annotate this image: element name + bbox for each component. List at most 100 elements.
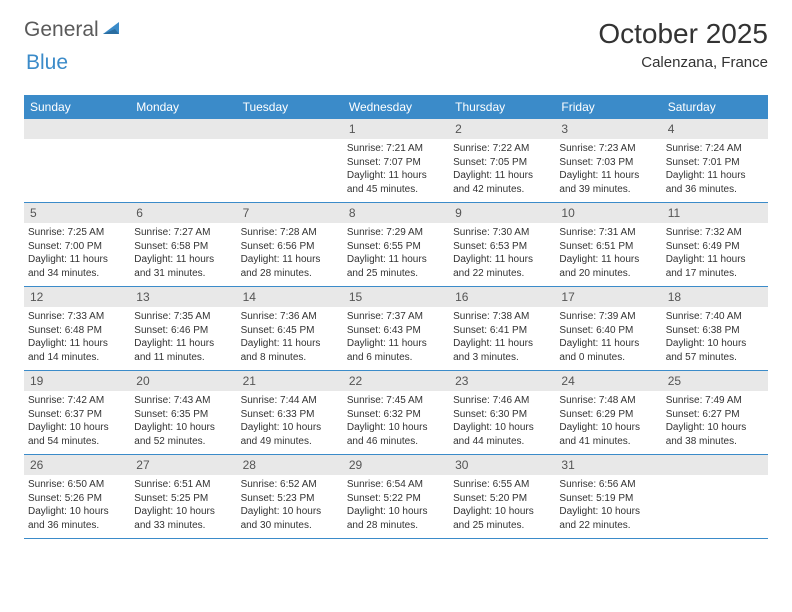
day-cell: 3Sunrise: 7:23 AMSunset: 7:03 PMDaylight…: [555, 119, 661, 202]
day-content: Sunrise: 7:44 AMSunset: 6:33 PMDaylight:…: [237, 391, 343, 454]
day-number: 18: [662, 287, 768, 307]
day-content: Sunrise: 7:33 AMSunset: 6:48 PMDaylight:…: [24, 307, 130, 370]
day-content: Sunrise: 7:36 AMSunset: 6:45 PMDaylight:…: [237, 307, 343, 370]
day-cell: 2Sunrise: 7:22 AMSunset: 7:05 PMDaylight…: [449, 119, 555, 202]
day-content: Sunrise: 7:49 AMSunset: 6:27 PMDaylight:…: [662, 391, 768, 454]
calendar-page: General October 2025 Calenzana, France B…: [0, 0, 792, 539]
empty-cell: [662, 455, 768, 538]
day-cell: 26Sunrise: 6:50 AMSunset: 5:26 PMDayligh…: [24, 455, 130, 538]
logo-text-blue: Blue: [26, 51, 68, 74]
day-content: Sunrise: 7:21 AMSunset: 7:07 PMDaylight:…: [343, 139, 449, 202]
day-cell: 16Sunrise: 7:38 AMSunset: 6:41 PMDayligh…: [449, 287, 555, 370]
day-content: Sunrise: 6:51 AMSunset: 5:25 PMDaylight:…: [130, 475, 236, 538]
day-content: Sunrise: 7:35 AMSunset: 6:46 PMDaylight:…: [130, 307, 236, 370]
week-row: 26Sunrise: 6:50 AMSunset: 5:26 PMDayligh…: [24, 455, 768, 539]
day-number: 4: [662, 119, 768, 139]
day-cell: 5Sunrise: 7:25 AMSunset: 7:00 PMDaylight…: [24, 203, 130, 286]
day-cell: 1Sunrise: 7:21 AMSunset: 7:07 PMDaylight…: [343, 119, 449, 202]
day-cell: 22Sunrise: 7:45 AMSunset: 6:32 PMDayligh…: [343, 371, 449, 454]
day-cell: 14Sunrise: 7:36 AMSunset: 6:45 PMDayligh…: [237, 287, 343, 370]
day-cell: 9Sunrise: 7:30 AMSunset: 6:53 PMDaylight…: [449, 203, 555, 286]
empty-day-number: [130, 119, 236, 139]
day-cell: 19Sunrise: 7:42 AMSunset: 6:37 PMDayligh…: [24, 371, 130, 454]
day-number: 19: [24, 371, 130, 391]
day-content: Sunrise: 7:22 AMSunset: 7:05 PMDaylight:…: [449, 139, 555, 202]
day-cell: 31Sunrise: 6:56 AMSunset: 5:19 PMDayligh…: [555, 455, 661, 538]
day-content: Sunrise: 6:50 AMSunset: 5:26 PMDaylight:…: [24, 475, 130, 538]
day-cell: 28Sunrise: 6:52 AMSunset: 5:23 PMDayligh…: [237, 455, 343, 538]
day-cell: 30Sunrise: 6:55 AMSunset: 5:20 PMDayligh…: [449, 455, 555, 538]
day-content: Sunrise: 7:48 AMSunset: 6:29 PMDaylight:…: [555, 391, 661, 454]
day-number: 20: [130, 371, 236, 391]
week-row: 12Sunrise: 7:33 AMSunset: 6:48 PMDayligh…: [24, 287, 768, 371]
empty-day-number: [24, 119, 130, 139]
title-block: October 2025 Calenzana, France: [598, 18, 768, 71]
day-cell: 18Sunrise: 7:40 AMSunset: 6:38 PMDayligh…: [662, 287, 768, 370]
day-content: Sunrise: 7:32 AMSunset: 6:49 PMDaylight:…: [662, 223, 768, 286]
day-cell: 11Sunrise: 7:32 AMSunset: 6:49 PMDayligh…: [662, 203, 768, 286]
day-content: Sunrise: 7:28 AMSunset: 6:56 PMDaylight:…: [237, 223, 343, 286]
empty-day-number: [237, 119, 343, 139]
week-row: 1Sunrise: 7:21 AMSunset: 7:07 PMDaylight…: [24, 119, 768, 203]
day-cell: 15Sunrise: 7:37 AMSunset: 6:43 PMDayligh…: [343, 287, 449, 370]
day-number: 28: [237, 455, 343, 475]
day-header-friday: Friday: [555, 95, 661, 119]
day-number: 22: [343, 371, 449, 391]
day-number: 14: [237, 287, 343, 307]
day-number: 26: [24, 455, 130, 475]
day-number: 1: [343, 119, 449, 139]
day-cell: 7Sunrise: 7:28 AMSunset: 6:56 PMDaylight…: [237, 203, 343, 286]
day-header-wednesday: Wednesday: [343, 95, 449, 119]
day-number: 25: [662, 371, 768, 391]
day-number: 6: [130, 203, 236, 223]
day-content: Sunrise: 7:43 AMSunset: 6:35 PMDaylight:…: [130, 391, 236, 454]
day-header-thursday: Thursday: [449, 95, 555, 119]
day-content: Sunrise: 7:37 AMSunset: 6:43 PMDaylight:…: [343, 307, 449, 370]
day-content: Sunrise: 7:45 AMSunset: 6:32 PMDaylight:…: [343, 391, 449, 454]
day-cell: 21Sunrise: 7:44 AMSunset: 6:33 PMDayligh…: [237, 371, 343, 454]
empty-day-number: [662, 455, 768, 475]
day-number: 31: [555, 455, 661, 475]
day-number: 15: [343, 287, 449, 307]
month-title: October 2025: [598, 18, 768, 50]
day-content: Sunrise: 7:42 AMSunset: 6:37 PMDaylight:…: [24, 391, 130, 454]
day-cell: 8Sunrise: 7:29 AMSunset: 6:55 PMDaylight…: [343, 203, 449, 286]
day-number: 5: [24, 203, 130, 223]
day-cell: 4Sunrise: 7:24 AMSunset: 7:01 PMDaylight…: [662, 119, 768, 202]
location: Calenzana, France: [598, 54, 768, 71]
day-number: 13: [130, 287, 236, 307]
day-number: 23: [449, 371, 555, 391]
day-cell: 13Sunrise: 7:35 AMSunset: 6:46 PMDayligh…: [130, 287, 236, 370]
day-cell: 6Sunrise: 7:27 AMSunset: 6:58 PMDaylight…: [130, 203, 236, 286]
day-number: 30: [449, 455, 555, 475]
day-number: 21: [237, 371, 343, 391]
day-content: Sunrise: 6:52 AMSunset: 5:23 PMDaylight:…: [237, 475, 343, 538]
day-cell: 12Sunrise: 7:33 AMSunset: 6:48 PMDayligh…: [24, 287, 130, 370]
day-content: Sunrise: 6:54 AMSunset: 5:22 PMDaylight:…: [343, 475, 449, 538]
day-content: Sunrise: 7:31 AMSunset: 6:51 PMDaylight:…: [555, 223, 661, 286]
day-content: Sunrise: 6:56 AMSunset: 5:19 PMDaylight:…: [555, 475, 661, 538]
day-number: 12: [24, 287, 130, 307]
calendar-grid: SundayMondayTuesdayWednesdayThursdayFrid…: [24, 95, 768, 539]
day-cell: 17Sunrise: 7:39 AMSunset: 6:40 PMDayligh…: [555, 287, 661, 370]
day-number: 11: [662, 203, 768, 223]
day-cell: 20Sunrise: 7:43 AMSunset: 6:35 PMDayligh…: [130, 371, 236, 454]
logo: General: [24, 18, 123, 42]
day-cell: 10Sunrise: 7:31 AMSunset: 6:51 PMDayligh…: [555, 203, 661, 286]
empty-cell: [237, 119, 343, 202]
day-content: Sunrise: 7:30 AMSunset: 6:53 PMDaylight:…: [449, 223, 555, 286]
day-content: Sunrise: 7:46 AMSunset: 6:30 PMDaylight:…: [449, 391, 555, 454]
day-number: 27: [130, 455, 236, 475]
day-content: Sunrise: 7:40 AMSunset: 6:38 PMDaylight:…: [662, 307, 768, 370]
week-row: 19Sunrise: 7:42 AMSunset: 6:37 PMDayligh…: [24, 371, 768, 455]
day-number: 2: [449, 119, 555, 139]
day-number: 8: [343, 203, 449, 223]
day-cell: 29Sunrise: 6:54 AMSunset: 5:22 PMDayligh…: [343, 455, 449, 538]
day-content: Sunrise: 6:55 AMSunset: 5:20 PMDaylight:…: [449, 475, 555, 538]
day-content: Sunrise: 7:27 AMSunset: 6:58 PMDaylight:…: [130, 223, 236, 286]
day-cell: 25Sunrise: 7:49 AMSunset: 6:27 PMDayligh…: [662, 371, 768, 454]
triangle-icon: [101, 19, 121, 42]
day-cell: 23Sunrise: 7:46 AMSunset: 6:30 PMDayligh…: [449, 371, 555, 454]
day-content: Sunrise: 7:24 AMSunset: 7:01 PMDaylight:…: [662, 139, 768, 202]
day-header-sunday: Sunday: [24, 95, 130, 119]
